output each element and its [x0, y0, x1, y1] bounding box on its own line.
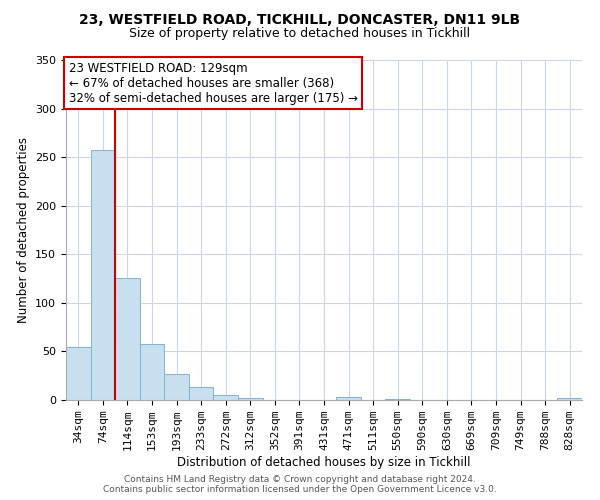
- Bar: [557, 398, 582, 400]
- Bar: [66, 346, 91, 400]
- Bar: [214, 395, 238, 400]
- Bar: [115, 278, 140, 400]
- Bar: [336, 397, 361, 400]
- X-axis label: Distribution of detached houses by size in Tickhill: Distribution of detached houses by size …: [177, 456, 471, 469]
- Bar: [91, 150, 115, 400]
- Y-axis label: Number of detached properties: Number of detached properties: [17, 137, 29, 323]
- Bar: [238, 398, 263, 400]
- Bar: [385, 399, 410, 400]
- Bar: [164, 374, 189, 400]
- Text: Contains HM Land Registry data © Crown copyright and database right 2024.
Contai: Contains HM Land Registry data © Crown c…: [103, 474, 497, 494]
- Text: 23 WESTFIELD ROAD: 129sqm
← 67% of detached houses are smaller (368)
32% of semi: 23 WESTFIELD ROAD: 129sqm ← 67% of detac…: [68, 62, 358, 104]
- Bar: [189, 388, 214, 400]
- Bar: [140, 344, 164, 400]
- Text: Size of property relative to detached houses in Tickhill: Size of property relative to detached ho…: [130, 28, 470, 40]
- Text: 23, WESTFIELD ROAD, TICKHILL, DONCASTER, DN11 9LB: 23, WESTFIELD ROAD, TICKHILL, DONCASTER,…: [79, 12, 521, 26]
